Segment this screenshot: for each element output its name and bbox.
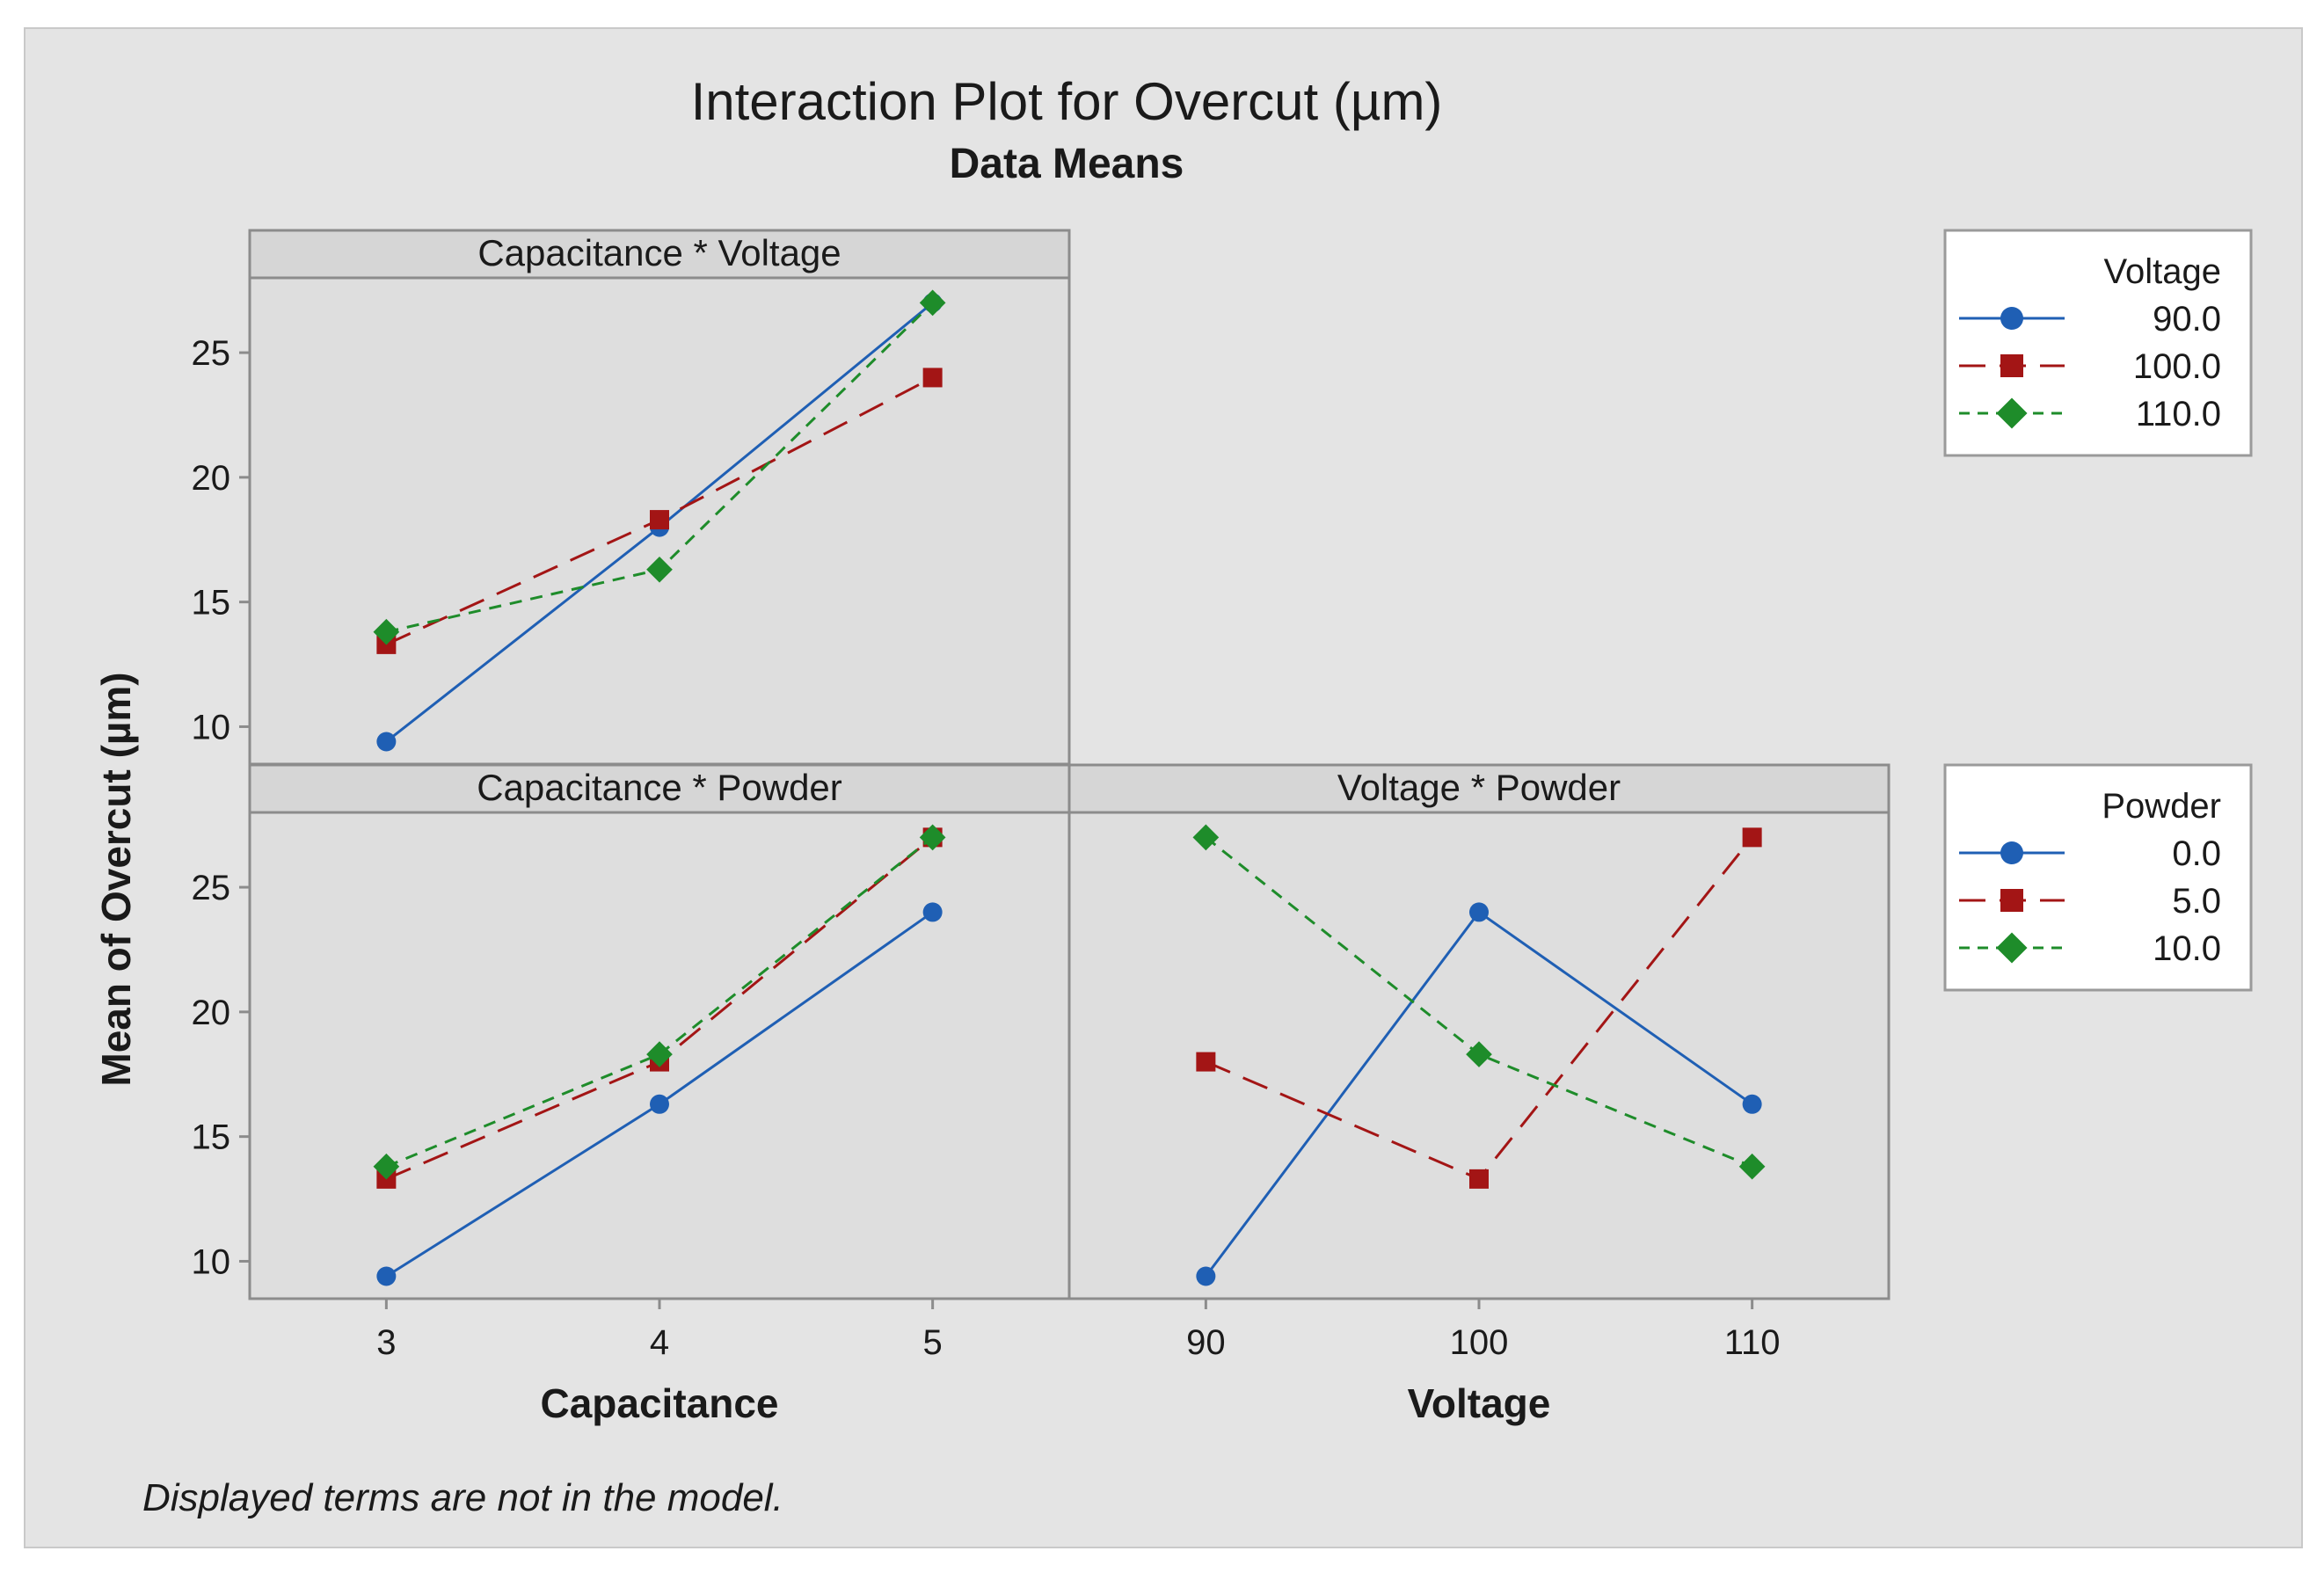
x-axis-label: Voltage [1408,1380,1551,1426]
panel-volt-powder: Voltage * Powder 90 100 110 Voltage [1067,763,1891,1426]
data-point-5.0 [1196,1052,1216,1072]
x-tick-label: 100 [1450,1323,1509,1362]
data-point-0.0 [1196,1266,1216,1286]
x-tick-label: 4 [650,1323,669,1362]
y-tick-label: 20 [192,459,231,498]
data-point-10.0 [1466,1041,1492,1067]
y-tick-label: 15 [192,1118,231,1157]
data-point-10.0 [1192,824,1220,851]
panel-strip [248,229,1071,280]
y-tick-label: 25 [192,334,231,373]
data-point-5.0 [1742,827,1762,848]
legend-entry-label: 0.0 [2172,834,2221,873]
data-point-10.0 [373,1153,400,1180]
x-tick-label: 5 [923,1323,943,1362]
x-axis-label: Capacitance [540,1380,778,1426]
data-point-90.0 [376,732,397,752]
chart-title: Interaction Plot for Overcut (µm) [691,72,1443,131]
y-tick-label: 25 [192,869,231,907]
data-point-0.0 [1469,902,1489,922]
data-point-0.0 [1742,1094,1762,1114]
legend-marker [2000,841,2023,864]
y-tick-label: 10 [192,708,231,746]
panel-title: Capacitance * Voltage [477,232,841,273]
data-point-5.0 [1469,1169,1489,1189]
legend-title: Voltage [2104,252,2221,291]
x-tick-label: 90 [1186,1323,1226,1362]
legend-marker [2000,354,2023,377]
panel-title: Capacitance * Powder [477,767,842,808]
legend-powder: Powder 0.0 5.0 10.0 [1943,763,2253,992]
data-point-0.0 [376,1266,397,1286]
data-point-100.0 [650,510,669,530]
data-point-110.0 [373,618,400,645]
data-point-100.0 [922,368,943,388]
legend-entry-label: 5.0 [2172,882,2221,921]
x-tick-label: 3 [376,1323,396,1362]
y-axis-label: Mean of Overcut (µm) [93,672,139,1086]
legend-entry-label: 10.0 [2153,929,2221,968]
y-tick-label: 20 [192,994,231,1032]
data-point-10.0 [646,1041,673,1067]
y-tick-label: 15 [192,584,231,623]
footnote: Displayed terms are not in the model. [142,1476,783,1519]
series-line-10.0 [385,836,934,1169]
legend-marker [2000,307,2023,330]
panel-title: Voltage * Powder [1337,767,1621,808]
data-point-0.0 [650,1094,669,1114]
y-tick-label: 10 [192,1242,231,1281]
data-point-110.0 [646,556,673,583]
x-tick-label: 110 [1724,1323,1781,1362]
panel-cap-powder: Capacitance * Powder 10 15 20 25 3 4 5 Capacitan… [192,763,1071,1426]
legend-title: Powder [2102,787,2221,826]
legend-marker [1996,397,2028,429]
legend-voltage: Voltage 90.0 100.0 110.0 [1943,229,2253,457]
legend-marker [2000,889,2023,912]
legend-entry-label: 100.0 [2133,347,2221,386]
data-point-10.0 [1738,1153,1766,1180]
legend-entry-label: 110.0 [2136,395,2221,433]
data-point-110.0 [919,289,946,317]
panel-cap-volt: Capacitance * Voltage 10 15 20 25 [192,229,1071,766]
chart-subtitle: Data Means [950,141,1184,187]
legend-entry-label: 90.0 [2153,300,2221,339]
data-point-0.0 [922,902,943,922]
data-point-10.0 [919,824,946,851]
legend-box [1943,763,2253,992]
legend-marker [1996,932,2028,964]
legend-box [1943,229,2253,457]
